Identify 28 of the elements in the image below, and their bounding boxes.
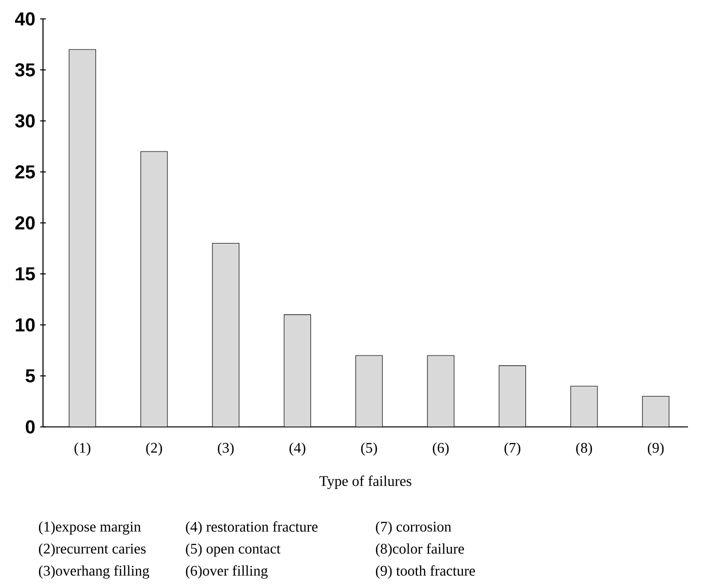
text: (2)recurrent caries	[38, 543, 146, 557]
x-tick-label: (5)	[361, 442, 377, 456]
y-tick-label: 25	[15, 165, 35, 179]
x-tick-label: (8)	[576, 442, 592, 456]
y-tick-label: 5	[26, 369, 35, 382]
x-tick-label: (2)	[146, 442, 162, 456]
text: (6)over filling	[186, 565, 268, 579]
text: (7) corrosion	[376, 521, 452, 535]
x-tick-label: (9)	[648, 442, 664, 456]
x-tick-label: (1)	[74, 442, 90, 456]
text: (5) open contact	[186, 543, 280, 557]
x-axis-title: Type of failures	[319, 476, 412, 490]
text: (3)overhang filling	[38, 565, 150, 579]
y-tick-label: 15	[16, 267, 35, 280]
x-tick-label: (6)	[432, 442, 449, 456]
text: (8)color failure	[376, 543, 464, 557]
text: (9) tooth fracture	[376, 565, 475, 579]
text: (1)expose margin	[38, 521, 141, 535]
y-tick-label: 0	[26, 420, 35, 434]
y-tick-label: 35	[15, 63, 35, 77]
x-tick-label: (7)	[504, 442, 520, 456]
text: (4) restoration fracture	[186, 521, 318, 535]
y-tick-label: 30	[15, 114, 35, 128]
y-tick-label: 20	[15, 216, 35, 230]
x-tick-label: (4)	[290, 442, 306, 456]
x-tick-label: (3)	[218, 442, 234, 456]
y-tick-label: 40	[14, 12, 35, 26]
y-tick-label: 10	[16, 318, 35, 332]
